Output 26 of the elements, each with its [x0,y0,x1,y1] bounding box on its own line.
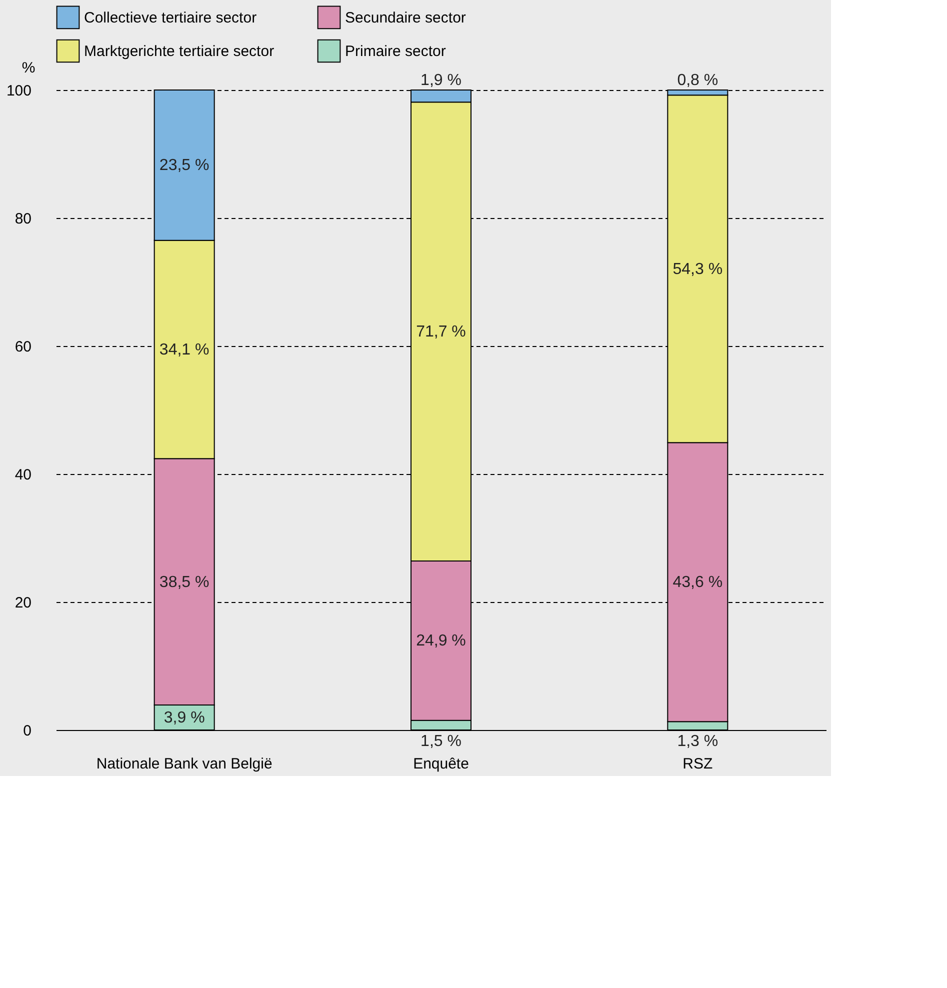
y-tick-label: 40 [14,466,32,484]
data-label: 24,9 % [416,632,466,650]
data-label: 1,3 % [677,733,718,750]
data-label: 71,7 % [416,324,466,341]
y-tick-label: 20 [14,594,32,612]
data-label: 43,6 % [672,574,723,592]
legend-label: Marktgerichte tertiaire sector [84,43,274,60]
data-label: 3,9 % [164,710,205,727]
y-tick-label: 60 [14,338,32,356]
legend-label: Collectieve tertiaire sector [84,9,257,26]
legend-label: Primaire sector [345,43,446,60]
data-label: 0,8 % [677,72,718,89]
x-tick-label: RSZ [682,756,713,772]
data-label: 34,1 % [159,342,210,359]
y-axis-title: % [22,60,36,76]
y-tick-label: 80 [14,210,32,228]
data-label: 54,3 % [672,260,723,278]
legend-label: Secundaire sector [345,9,466,26]
data-label: 1,5 % [420,733,462,750]
data-label: 23,5 % [159,157,210,174]
x-tick-label: Enquête [413,756,469,772]
y-tick-label: 100 [6,82,32,100]
data-label: 1,9 % [420,72,462,89]
data-label: 38,5 % [159,574,210,591]
y-tick-label: 0 [23,722,32,740]
x-tick-label: Nationale Bank van België [96,756,272,772]
